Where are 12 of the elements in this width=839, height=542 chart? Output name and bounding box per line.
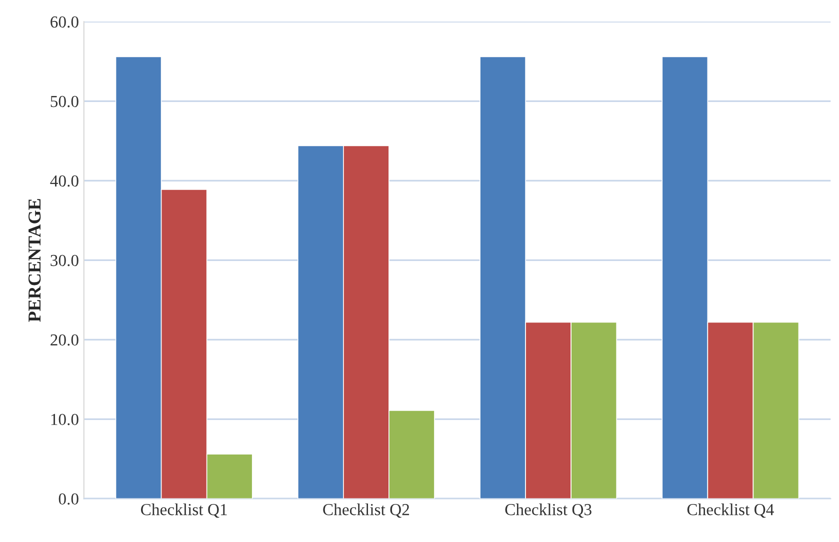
- x-tick-label: Checklist Q1: [141, 504, 227, 518]
- y-tick-label: 40.0: [50, 175, 78, 187]
- x-tick-label: Checklist Q4: [687, 504, 774, 518]
- y-tick-label: 0.0: [58, 493, 78, 505]
- y-tick-label: 30.0: [50, 254, 78, 266]
- x-tick-label: Checklist Q3: [505, 504, 592, 518]
- y-axis-title: PERCENTAGE: [28, 199, 41, 322]
- y-tick-label: 10.0: [51, 414, 78, 426]
- y-tick-label: 60.0: [50, 16, 78, 28]
- y-tick-label: 20.0: [50, 334, 78, 346]
- x-tick-label: Checklist Q2: [323, 504, 410, 518]
- y-tick-label: 50.0: [50, 96, 78, 108]
